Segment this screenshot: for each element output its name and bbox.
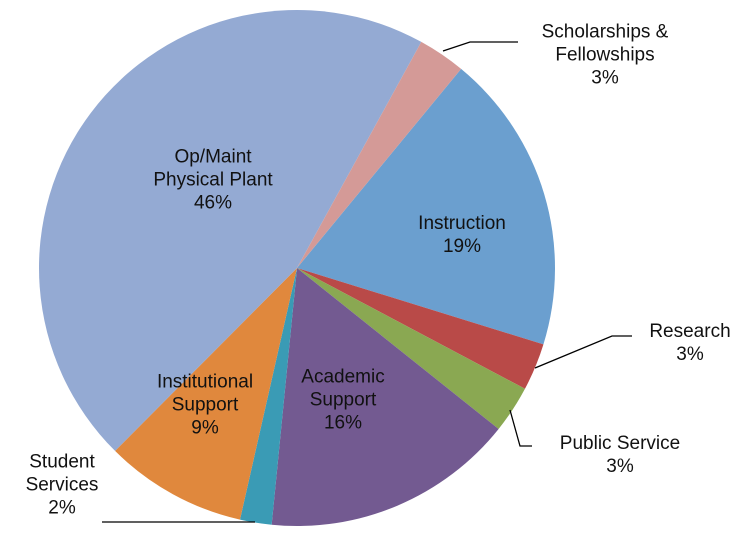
- category-label: Instruction: [418, 213, 506, 234]
- slice-label: Public Service 3%: [520, 432, 720, 478]
- value-label: 3%: [606, 456, 634, 477]
- slice: [297, 268, 544, 389]
- slice: [297, 41, 462, 268]
- slice-label: Academic Support 16%: [283, 366, 403, 435]
- slice-label: Instruction 19%: [382, 212, 542, 258]
- slice-label: Institutional Support 9%: [135, 371, 275, 440]
- value-label: 9%: [191, 417, 219, 439]
- category-label: Op/Maint Physical Plant: [153, 146, 273, 191]
- slice: [115, 268, 297, 520]
- value-label: 46%: [193, 192, 233, 214]
- category-label: Scholarships & Fellowships: [541, 21, 669, 66]
- category-label: Student Services: [25, 451, 99, 496]
- slice: [271, 268, 499, 526]
- slice-label: Scholarships & Fellowships 3%: [515, 21, 695, 90]
- slice: [297, 268, 525, 429]
- slice-label: Op/Maint Physical Plant 46%: [143, 146, 283, 215]
- value-label: 16%: [323, 412, 363, 434]
- category-label: Public Service: [559, 433, 681, 454]
- category-label: Research: [649, 321, 731, 342]
- slice: [297, 68, 555, 345]
- slice: [239, 268, 297, 525]
- leader-line: [534, 335, 632, 369]
- slice-label: Student Services 2%: [7, 451, 117, 520]
- leader-line: [442, 41, 518, 52]
- value-label: 3%: [591, 67, 619, 89]
- slice: [39, 10, 422, 451]
- value-label: 19%: [442, 236, 482, 257]
- leader-line: [509, 409, 532, 447]
- category-label: Academic Support: [301, 366, 385, 411]
- category-label: Institutional Support: [156, 371, 254, 416]
- slice-label: Research 3%: [630, 320, 750, 366]
- value-label: 2%: [48, 497, 76, 519]
- value-label: 3%: [676, 344, 704, 365]
